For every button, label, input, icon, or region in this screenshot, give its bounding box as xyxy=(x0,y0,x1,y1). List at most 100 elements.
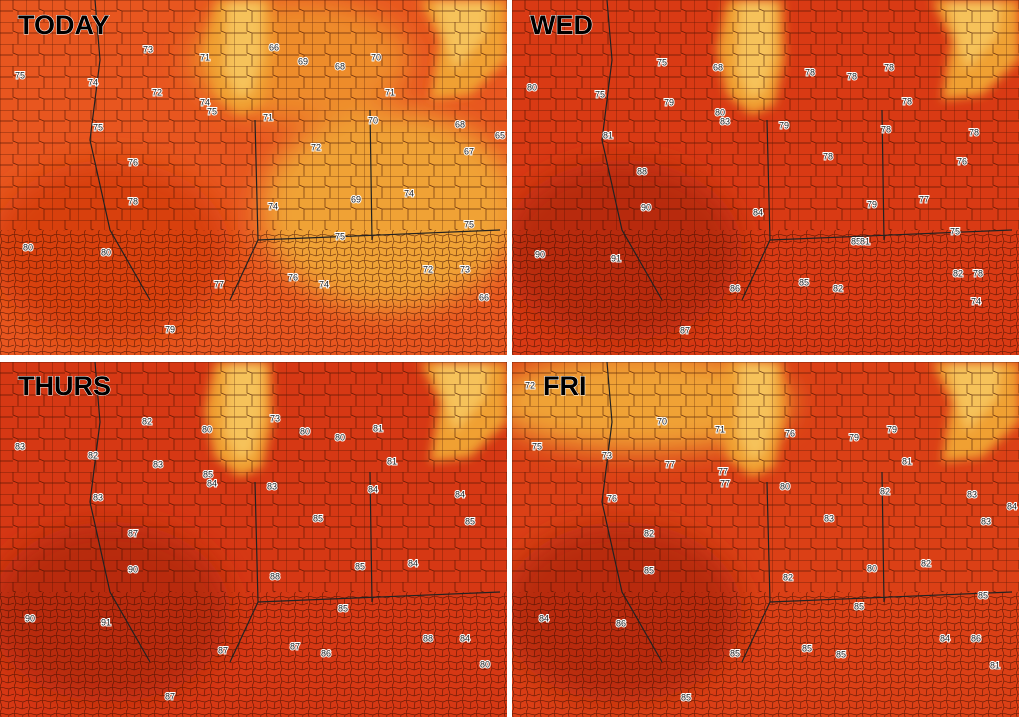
temperature-label: 82 xyxy=(142,416,152,426)
temperature-label: 82 xyxy=(88,450,98,460)
temperature-label: 80 xyxy=(867,563,877,573)
temperature-label: 66 xyxy=(269,42,279,52)
temperature-label: 80 xyxy=(300,426,310,436)
temperature-label: 70 xyxy=(657,416,667,426)
temperature-label: 78 xyxy=(969,127,979,137)
temperature-label: 74 xyxy=(200,97,210,107)
temperature-label: 84 xyxy=(753,207,763,217)
temperature-label: 73 xyxy=(602,450,612,460)
temperature-label: 68 xyxy=(713,62,723,72)
temperature-label: 83 xyxy=(93,492,103,502)
temperature-label: 79 xyxy=(849,432,859,442)
temperature-label: 80 xyxy=(23,242,33,252)
temperature-label: 82 xyxy=(644,528,654,538)
temperature-label: 85 xyxy=(203,469,213,479)
temperature-label: 84 xyxy=(940,633,950,643)
temperature-label: 75 xyxy=(464,219,474,229)
temperature-label: 84 xyxy=(408,558,418,568)
temperature-label: 78 xyxy=(128,196,138,206)
temperature-label: 87 xyxy=(680,325,690,335)
temperature-label: 78 xyxy=(884,62,894,72)
temperature-label: 90 xyxy=(535,249,545,259)
temperature-label: 84 xyxy=(207,478,217,488)
temperature-label: 78 xyxy=(881,124,891,134)
temperature-label: 71 xyxy=(385,87,395,97)
temperature-label: 84 xyxy=(539,613,549,623)
panel-title: WED xyxy=(530,10,593,40)
temperature-label: 70 xyxy=(368,115,378,125)
temperature-label: 88 xyxy=(637,166,647,176)
state-borders xyxy=(89,362,501,663)
temperature-label: 77 xyxy=(665,459,675,469)
temperature-label: 80 xyxy=(335,432,345,442)
temperature-label: 65 xyxy=(495,130,505,140)
temperature-label: 85 xyxy=(681,692,691,702)
temperature-label: 77 xyxy=(720,478,730,488)
temperature-label: 73 xyxy=(143,44,153,54)
temperature-label: 79 xyxy=(887,424,897,434)
temperature-label: 88 xyxy=(270,571,280,581)
temperature-label: 76 xyxy=(128,157,138,167)
temperature-label: 76 xyxy=(785,428,795,438)
temperature-label: 91 xyxy=(101,617,111,627)
temperature-label: 90 xyxy=(641,202,651,212)
temperature-label: 85 xyxy=(338,603,348,613)
temperature-label: 78 xyxy=(847,71,857,81)
temperature-label: 79 xyxy=(664,97,674,107)
temperature-label: 76 xyxy=(288,272,298,282)
temperature-label: 71 xyxy=(200,52,210,62)
temperature-label: 75 xyxy=(595,89,605,99)
temperature-label: 78 xyxy=(973,268,983,278)
temperature-label: 83 xyxy=(824,513,834,523)
temperature-label: 68 xyxy=(335,61,345,71)
temperature-label: 83 xyxy=(267,481,277,491)
temperature-label: 75 xyxy=(657,57,667,67)
temperature-label: 83 xyxy=(153,459,163,469)
state-borders xyxy=(89,0,501,301)
panel-title: TODAY xyxy=(18,10,110,40)
temperature-label: 75 xyxy=(15,70,25,80)
temperature-label: 81 xyxy=(603,130,613,140)
county-borders xyxy=(512,362,1019,592)
temperature-label: 86 xyxy=(616,618,626,628)
temperature-label: 77 xyxy=(919,194,929,204)
temperature-label: 82 xyxy=(921,558,931,568)
temperature-label: 78 xyxy=(805,67,815,77)
temperature-label: 81 xyxy=(902,456,912,466)
temperature-label: 79 xyxy=(779,120,789,130)
temperature-label: 77 xyxy=(214,279,224,289)
temperature-label: 67 xyxy=(464,146,474,156)
temperature-label: 73 xyxy=(460,264,470,274)
temperature-label: 76 xyxy=(957,156,967,166)
state-borders xyxy=(601,0,1013,301)
temperature-label: 83 xyxy=(15,441,25,451)
temperature-label: 85 xyxy=(978,590,988,600)
temperature-label: 83 xyxy=(981,516,991,526)
temperature-label: 84 xyxy=(455,489,465,499)
temperature-label: 79 xyxy=(165,324,175,334)
county-borders xyxy=(512,0,1019,230)
temperature-label: 74 xyxy=(971,296,981,306)
temperature-label: 84 xyxy=(368,484,378,494)
temperature-label: 85 xyxy=(730,648,740,658)
temperature-label: 66 xyxy=(479,292,489,302)
temperature-label: 85 xyxy=(355,561,365,571)
state-borders xyxy=(601,362,1013,663)
temperature-label: 87 xyxy=(290,641,300,651)
temperature-label: 85 xyxy=(851,236,861,246)
temperature-label: 72 xyxy=(311,142,321,152)
temperature-label: 91 xyxy=(611,253,621,263)
temperature-label: 84 xyxy=(1007,501,1017,511)
temperature-label: 81 xyxy=(373,423,383,433)
temperature-label: 80 xyxy=(780,481,790,491)
temperature-label: 78 xyxy=(823,151,833,161)
temperature-label: 82 xyxy=(783,572,793,582)
temperature-label: 75 xyxy=(207,106,217,116)
temperature-label: 77 xyxy=(718,466,728,476)
temperature-label: 70 xyxy=(371,52,381,62)
temperature-label: 68 xyxy=(455,119,465,129)
temperature-label: 76 xyxy=(607,493,617,503)
temperature-label: 74 xyxy=(404,188,414,198)
